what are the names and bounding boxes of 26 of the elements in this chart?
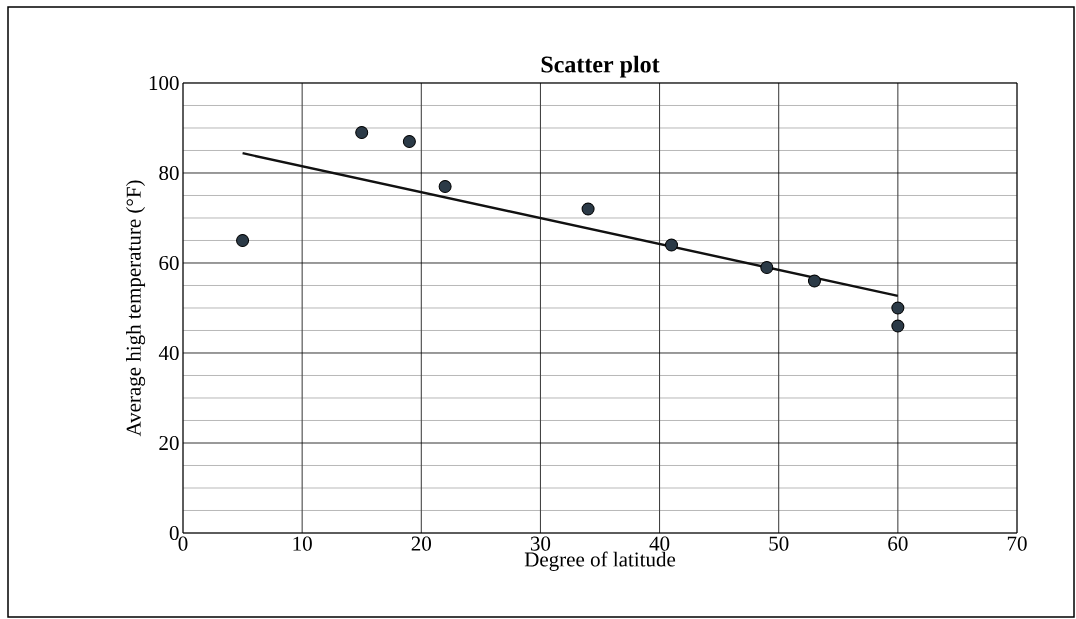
point	[760, 261, 774, 274]
point	[438, 180, 452, 193]
x-tick-label: 40	[649, 536, 670, 551]
x-tick-label: 70	[1007, 536, 1027, 551]
y-tick-label: 0	[169, 525, 179, 541]
point	[402, 135, 416, 148]
x-tick-label: 50	[769, 536, 789, 551]
point	[891, 301, 905, 315]
point	[807, 274, 821, 288]
x-tick-label: 60	[888, 536, 908, 551]
x-axis-title: Degree of latitude	[524, 551, 676, 571]
point	[581, 202, 595, 216]
y-tick-label: 40	[158, 345, 179, 361]
point	[355, 126, 369, 139]
point	[891, 319, 905, 333]
x-tick-label: 30	[530, 536, 551, 551]
x-tick-label: 20	[411, 536, 431, 551]
y-tick-label: 80	[159, 165, 179, 181]
y-tick-label: 60	[159, 255, 179, 271]
y-tick-label: 20	[159, 435, 179, 451]
point	[664, 238, 678, 252]
chart-title: Scatter plot	[541, 55, 660, 78]
x-tick-label: 10	[293, 536, 312, 551]
point	[236, 234, 250, 247]
y-axis-title: Average high temperature (°F)	[126, 180, 146, 437]
y-tick-label: 100	[149, 75, 179, 91]
